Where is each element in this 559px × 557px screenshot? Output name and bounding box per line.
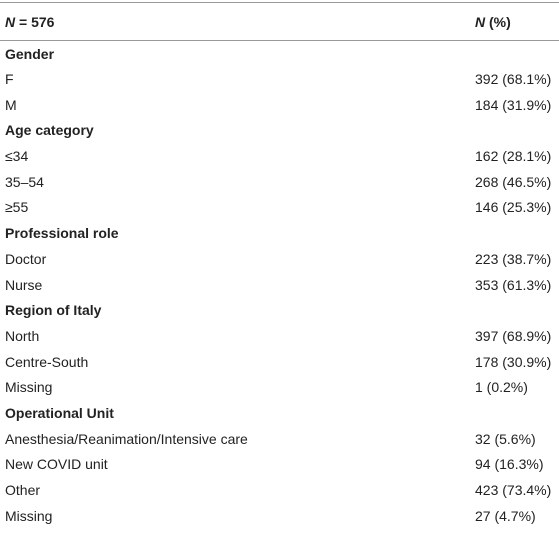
header-cell: N (%)	[470, 3, 559, 41]
row-value: 146 (25.3%)	[475, 199, 552, 216]
header-cell: N = 576	[0, 3, 470, 41]
table-body: Gender F 392 (68.1%) M 184 (31.9%) Age catego…	[0, 41, 559, 529]
row-label: Doctor	[5, 250, 47, 267]
data-row: North 397 (68.9%)	[0, 323, 559, 349]
row-value: 353 (61.3%)	[475, 276, 552, 293]
row-label: M	[5, 96, 17, 113]
data-row: Doctor 223 (38.7%)	[0, 246, 559, 272]
row-label: Centre-South	[5, 353, 89, 370]
row-value: 423 (73.4%)	[475, 482, 552, 499]
table-header: N = 576 N (%)	[0, 2, 559, 41]
data-row: ≤34 162 (28.1%)	[0, 143, 559, 169]
row-label: North	[5, 327, 40, 344]
header-row: N = 576 N (%)	[0, 2, 559, 41]
header-italic: N	[475, 13, 486, 30]
row-value: 268 (46.5%)	[475, 173, 552, 190]
data-row: Centre-South 178 (30.9%)	[0, 349, 559, 375]
section-row: Operational Unit	[0, 400, 559, 426]
row-value: 94 (16.3%)	[475, 456, 544, 473]
section-row: Region of Italy	[0, 297, 559, 323]
data-row: Missing 27 (4.7%)	[0, 503, 559, 529]
section-title: Gender	[5, 45, 55, 62]
section-row: Gender	[0, 41, 559, 67]
row-label: 35–54	[5, 173, 44, 190]
header-text: = 576	[15, 13, 55, 30]
row-label: ≥55	[5, 199, 29, 216]
row-label: F	[5, 71, 14, 88]
data-row: New COVID unit 94 (16.3%)	[0, 452, 559, 478]
header-italic: N	[5, 13, 16, 30]
data-row: ≥55 146 (25.3%)	[0, 195, 559, 221]
data-table: N = 576 N (%) Gender F 392 (68.1%) M 184 (31…	[0, 2, 559, 529]
section-title: Age category	[5, 122, 94, 139]
row-value: 397 (68.9%)	[475, 327, 552, 344]
row-value: 392 (68.1%)	[475, 71, 552, 88]
section-row: Age category	[0, 118, 559, 144]
data-row: 35–54 268 (46.5%)	[0, 169, 559, 195]
row-value: 178 (30.9%)	[475, 353, 552, 370]
header-text: (%)	[485, 13, 511, 30]
row-label: Nurse	[5, 276, 43, 293]
row-label: ≤34	[5, 148, 29, 165]
row-label: Missing	[5, 507, 53, 524]
data-row: Other 423 (73.4%)	[0, 477, 559, 503]
data-row: M 184 (31.9%)	[0, 92, 559, 118]
data-row: F 392 (68.1%)	[0, 66, 559, 92]
section-title: Region of Italy	[5, 302, 102, 319]
row-label: Other	[5, 482, 41, 499]
row-value: 162 (28.1%)	[475, 148, 552, 165]
row-value: 32 (5.6%)	[475, 430, 536, 447]
section-title: Operational Unit	[5, 404, 114, 421]
data-row: Nurse 353 (61.3%)	[0, 272, 559, 298]
section-row: Professional role	[0, 220, 559, 246]
section-title: Professional role	[5, 225, 119, 242]
data-row: Missing 1 (0.2%)	[0, 374, 559, 400]
row-value: 1 (0.2%)	[475, 379, 528, 396]
data-row: Anesthesia/Reanimation/Intensive care 32 …	[0, 426, 559, 452]
row-value: 27 (4.7%)	[475, 507, 536, 524]
row-label: Anesthesia/Reanimation/Intensive care	[5, 430, 248, 447]
row-value: 184 (31.9%)	[475, 96, 552, 113]
row-value: 223 (38.7%)	[475, 250, 552, 267]
row-label: Missing	[5, 379, 53, 396]
row-label: New COVID unit	[5, 456, 108, 473]
